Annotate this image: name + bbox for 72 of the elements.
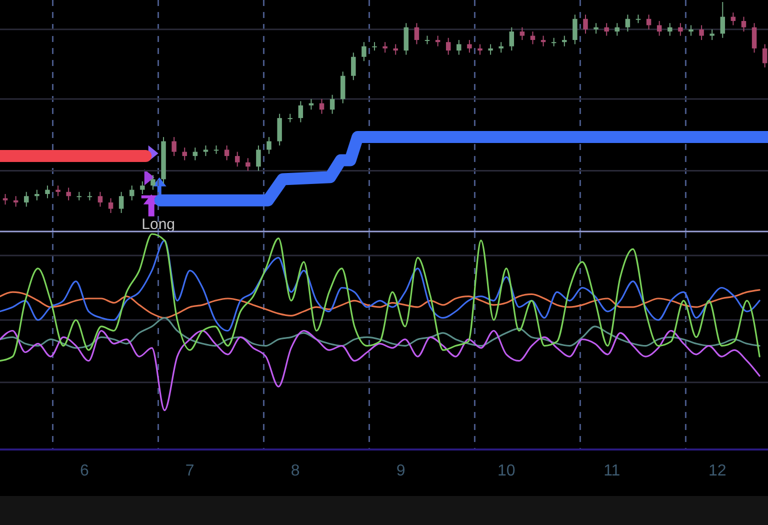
candlestick xyxy=(710,28,714,40)
candlestick xyxy=(224,144,230,161)
x-tick-label: 8 xyxy=(290,462,300,480)
candlestick xyxy=(404,22,409,56)
candlestick xyxy=(56,185,60,197)
candlestick xyxy=(382,42,388,54)
candlestick xyxy=(530,31,536,45)
candlestick xyxy=(446,37,451,56)
candlestick xyxy=(393,44,398,56)
candlestick xyxy=(594,22,598,34)
x-tick-label: 12 xyxy=(708,462,726,480)
annotation: Long xyxy=(142,216,176,233)
candlestick xyxy=(203,144,208,157)
candlestick xyxy=(572,14,578,45)
candlestick xyxy=(562,35,567,47)
candlestick xyxy=(172,136,176,157)
candlestick xyxy=(604,22,609,36)
candlestick xyxy=(656,20,662,36)
candlestick xyxy=(668,22,672,36)
candlestick xyxy=(540,35,546,47)
candlestick xyxy=(308,98,314,110)
candlestick xyxy=(583,14,588,34)
x-tick-label: 11 xyxy=(604,462,620,480)
candlestick xyxy=(129,185,134,201)
candlestick xyxy=(34,189,40,201)
candlestick xyxy=(298,100,304,123)
candlestick xyxy=(456,39,462,56)
candlestick xyxy=(246,158,250,172)
candlestick xyxy=(678,22,683,36)
x-tick-label: 6 xyxy=(80,462,89,480)
candlestick xyxy=(488,44,493,56)
candlestick xyxy=(688,24,694,36)
candlestick xyxy=(182,147,187,161)
candlestick xyxy=(362,42,366,62)
candlestick xyxy=(730,12,736,26)
x-tick-label: 7 xyxy=(185,462,194,480)
candlestick xyxy=(13,196,18,208)
candlestick xyxy=(351,52,356,81)
candlestick xyxy=(720,2,726,38)
candlestick xyxy=(24,191,29,208)
candlestick xyxy=(277,113,282,146)
candlestick xyxy=(646,14,652,30)
candlestick xyxy=(118,191,124,214)
candlestick xyxy=(266,136,272,154)
candlestick xyxy=(414,22,420,45)
candlestick xyxy=(340,71,346,104)
candlestick xyxy=(520,26,525,40)
candlestick xyxy=(741,16,746,32)
candlestick xyxy=(498,42,504,54)
candlestick xyxy=(256,144,261,172)
x-tick-label: 10 xyxy=(497,462,516,480)
x-tick-label: 9 xyxy=(396,462,406,480)
candlestick xyxy=(140,180,145,195)
candlestick xyxy=(435,35,440,47)
candlestick xyxy=(98,191,103,208)
candlestick xyxy=(762,44,768,68)
candlestick xyxy=(752,22,757,54)
candlestick xyxy=(2,194,8,206)
candlestick xyxy=(45,185,50,199)
candlestick xyxy=(66,187,71,201)
candlestick xyxy=(234,151,240,168)
candlestick xyxy=(319,98,324,114)
candlestick xyxy=(192,147,198,161)
candlestick xyxy=(467,39,472,54)
candlestick xyxy=(478,44,482,56)
candlestick xyxy=(330,94,335,114)
candlestick xyxy=(625,14,630,32)
candlestick xyxy=(150,174,156,190)
candlestick xyxy=(699,24,704,40)
candlestick xyxy=(509,26,514,52)
candlestick xyxy=(108,198,114,214)
candlestick xyxy=(614,22,620,36)
